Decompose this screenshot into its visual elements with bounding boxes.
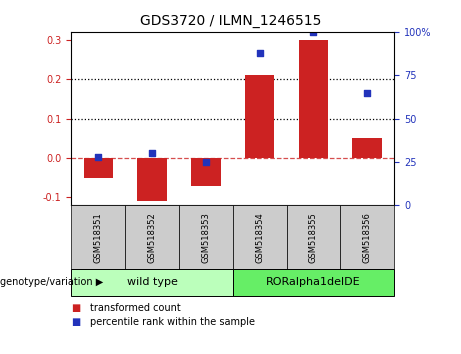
Point: [310, 29, 317, 35]
Text: GSM518353: GSM518353: [201, 212, 210, 263]
Text: GSM518354: GSM518354: [255, 212, 264, 263]
Text: RORalpha1delDE: RORalpha1delDE: [266, 277, 361, 287]
Bar: [245, 75, 274, 158]
Text: ■: ■: [71, 303, 81, 313]
Text: genotype/variation ▶: genotype/variation ▶: [0, 277, 103, 287]
Text: ■: ■: [71, 317, 81, 327]
Text: GSM518355: GSM518355: [309, 212, 318, 263]
Text: GSM518352: GSM518352: [148, 212, 157, 263]
Point: [364, 90, 371, 95]
Bar: [83, 158, 113, 178]
Bar: [137, 158, 167, 201]
Point: [256, 50, 263, 56]
Bar: [353, 138, 382, 158]
Text: transformed count: transformed count: [90, 303, 181, 313]
Text: GDS3720 / ILMN_1246515: GDS3720 / ILMN_1246515: [140, 14, 321, 28]
Bar: [299, 40, 328, 158]
Text: wild type: wild type: [127, 277, 177, 287]
Point: [202, 159, 210, 165]
Point: [95, 154, 102, 160]
Text: GSM518351: GSM518351: [94, 212, 103, 263]
Text: GSM518356: GSM518356: [363, 212, 372, 263]
Bar: [191, 158, 221, 185]
Text: percentile rank within the sample: percentile rank within the sample: [90, 317, 255, 327]
Point: [148, 150, 156, 156]
